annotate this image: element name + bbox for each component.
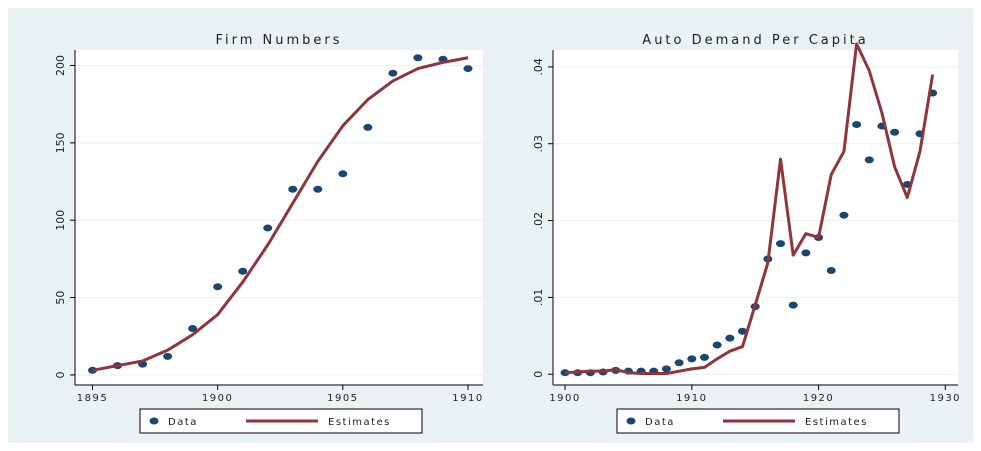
y-tick-label: 100 <box>54 210 67 231</box>
x-tick-label: 1930 <box>930 393 961 404</box>
x-tick-label: 1905 <box>327 393 358 404</box>
data-point <box>839 211 849 219</box>
y-tick-label: .01 <box>532 289 545 307</box>
data-point <box>463 65 473 73</box>
data-point <box>852 121 862 129</box>
x-tick-label: 1920 <box>803 393 834 404</box>
data-point <box>890 128 900 136</box>
plot-region <box>553 50 958 385</box>
chart-title: Firm Numbers <box>215 33 342 48</box>
data-point <box>388 69 398 77</box>
data-point <box>712 341 722 349</box>
data-point <box>188 325 198 333</box>
x-tick-label: 1910 <box>452 393 483 404</box>
y-tick-label: .02 <box>532 212 545 230</box>
data-point <box>661 365 671 373</box>
legend-marker <box>626 417 636 425</box>
x-tick-label: 1900 <box>549 393 580 404</box>
data-point <box>864 156 874 164</box>
data-point <box>363 123 373 131</box>
data-point <box>263 224 273 232</box>
data-point <box>826 267 836 275</box>
data-point <box>313 185 323 193</box>
data-point <box>674 359 684 367</box>
data-point <box>725 334 735 342</box>
chart-title: Auto Demand Per Capita <box>642 33 868 48</box>
data-point <box>413 54 423 62</box>
data-point <box>776 240 786 248</box>
data-point <box>788 301 798 309</box>
plot-region <box>75 50 483 385</box>
y-tick-label: 200 <box>54 55 67 76</box>
data-point <box>738 327 748 335</box>
data-point <box>338 170 348 178</box>
estimates-line <box>92 56 469 372</box>
data-point <box>238 267 248 275</box>
data-point <box>163 352 173 360</box>
x-tick-label: 1895 <box>77 393 108 404</box>
legend-marker <box>149 417 159 425</box>
x-tick-label: 1900 <box>202 393 233 404</box>
data-point <box>213 283 223 291</box>
y-tick-label: 0 <box>54 371 67 378</box>
x-tick-label: 1910 <box>676 393 707 404</box>
legend-label: Estimates <box>805 417 868 428</box>
estimates-line <box>564 42 935 375</box>
data-point <box>699 353 709 361</box>
legend-label: Estimates <box>328 417 391 428</box>
legend-label: Data <box>168 417 198 428</box>
data-point <box>801 249 811 257</box>
y-tick-label: 50 <box>54 291 67 305</box>
y-tick-label: .04 <box>532 58 545 76</box>
y-tick-label: 150 <box>54 132 67 153</box>
y-tick-label: .03 <box>532 135 545 153</box>
legend-label: Data <box>645 417 675 428</box>
y-tick-label: 0 <box>532 371 545 378</box>
data-point <box>687 355 697 363</box>
data-point <box>288 185 298 193</box>
